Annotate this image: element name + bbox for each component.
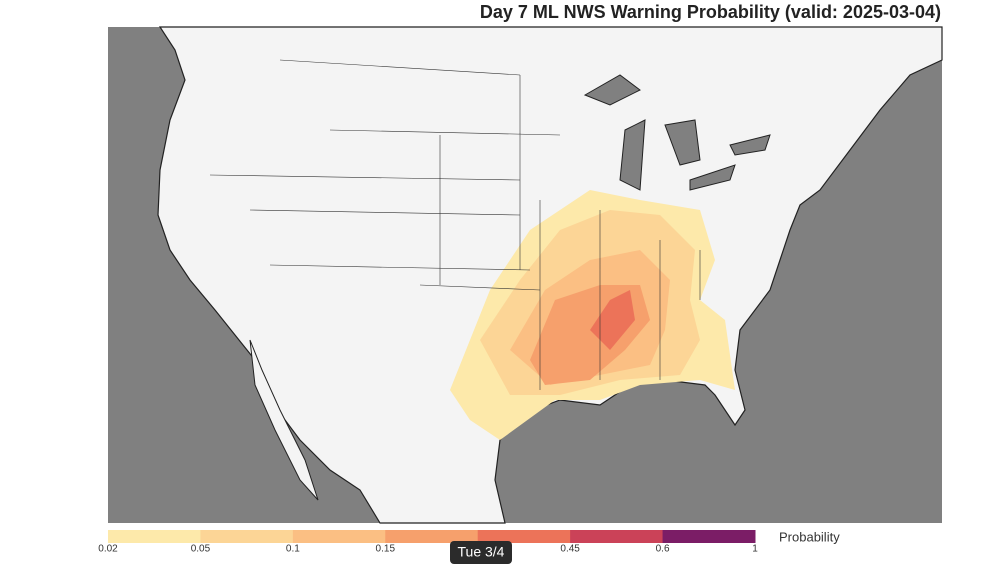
colorbar-tick-label: 0.15 xyxy=(376,544,396,555)
colorbar-bin xyxy=(385,530,479,543)
colorbar-bin xyxy=(662,530,756,543)
baja xyxy=(249,339,319,501)
colorbar-bin xyxy=(477,530,571,543)
colorbar-tick-label: 1 xyxy=(752,544,758,555)
tooltip-text: Tue 3/4 xyxy=(458,544,505,560)
colorbar-tick-label: 0.1 xyxy=(286,544,300,555)
tooltip-box xyxy=(450,541,512,564)
colorbar-bin xyxy=(200,530,294,543)
great-lakes xyxy=(583,74,771,191)
tooltip: Tue 3/4 xyxy=(450,541,512,564)
colorbar: 0.020.050.10.150.30.450.61 xyxy=(98,530,758,555)
map xyxy=(108,26,943,524)
map-title: Day 7 ML NWS Warning Probability (valid:… xyxy=(480,2,941,22)
colorbar-bin xyxy=(292,530,386,543)
state-borders xyxy=(209,59,701,390)
colorbar-label: Probability xyxy=(779,529,840,544)
colorbar-bin xyxy=(570,530,664,543)
colorbar-tick-label: 0.6 xyxy=(656,544,670,555)
colorbar-tick-label: 0.02 xyxy=(98,544,118,555)
colorbar-tick-label: 0.45 xyxy=(560,544,580,555)
probability-field xyxy=(450,190,735,440)
colorbar-tick-label: 0.05 xyxy=(191,544,211,555)
colorbar-bin xyxy=(108,530,201,543)
